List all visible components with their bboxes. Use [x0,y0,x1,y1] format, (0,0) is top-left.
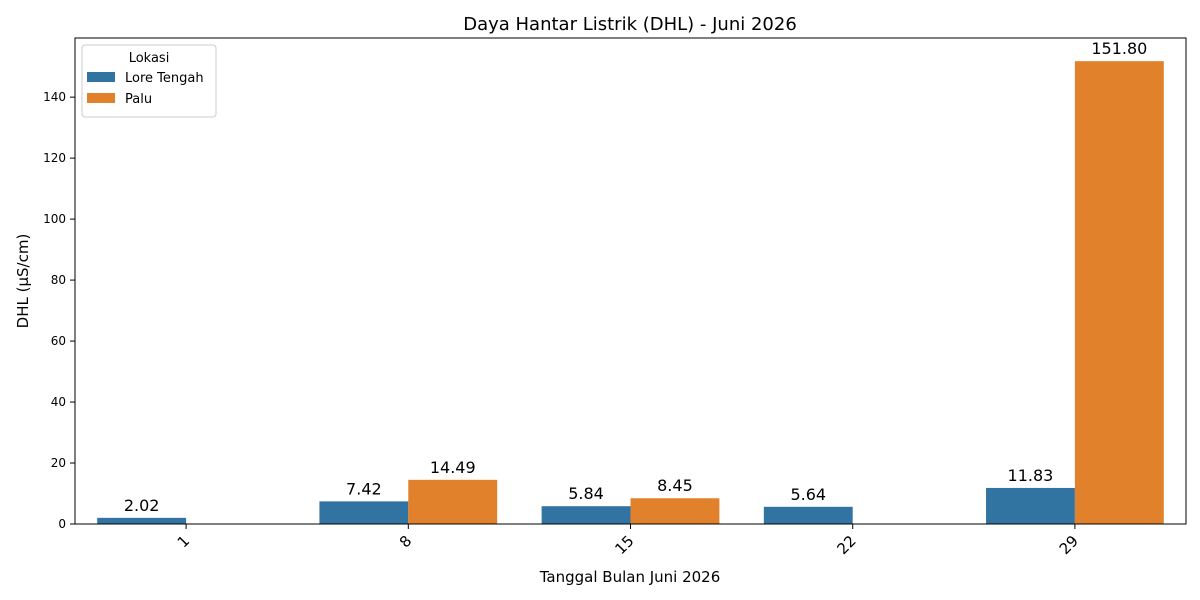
y-tick-label: 40 [51,395,66,409]
y-tick-label: 100 [43,212,66,226]
y-axis-label: DHL (µS/cm) [14,234,32,329]
legend-label: Lore Tengah [125,71,204,86]
x-tick-label: 29 [1056,532,1082,558]
value-label: 151.80 [1091,39,1147,58]
legend-label: Palu [125,92,152,107]
y-tick-label: 120 [43,151,66,165]
x-axis-label: Tanggal Bulan Juni 2026 [539,568,721,586]
bar [319,501,409,524]
x-tick-label: 1 [174,532,193,551]
x-tick-label: 8 [396,532,415,551]
bar [1074,61,1164,524]
y-tick-label: 80 [51,273,66,287]
value-label: 7.42 [346,479,382,498]
legend: Lokasi Lore Tengah Palu [81,44,217,118]
plot-frame [74,37,1187,525]
y-tick-label: 20 [51,456,66,470]
y-tick-label: 0 [58,517,66,531]
bar [541,506,631,524]
chart-title: Daya Hantar Listrik (DHL) - Juni 2026 [463,14,797,35]
bar [408,479,498,524]
y-tick-label: 60 [51,334,66,348]
value-label: 5.64 [790,485,826,504]
x-tick-label: 22 [834,532,860,558]
legend-title: Lokasi [129,51,170,66]
legend-swatch [87,93,115,103]
bar [630,498,720,524]
value-label: 2.02 [124,496,160,515]
legend-swatch [87,72,115,82]
y-tick-label: 140 [43,90,66,104]
value-label: 11.83 [1008,466,1054,485]
value-label: 5.84 [568,484,604,503]
legend-box [81,44,217,118]
bar [97,517,187,524]
value-label: 8.45 [657,476,693,495]
value-label: 14.49 [430,458,476,477]
x-tick-label: 15 [611,532,637,558]
bar [986,487,1075,524]
bar [763,506,853,524]
